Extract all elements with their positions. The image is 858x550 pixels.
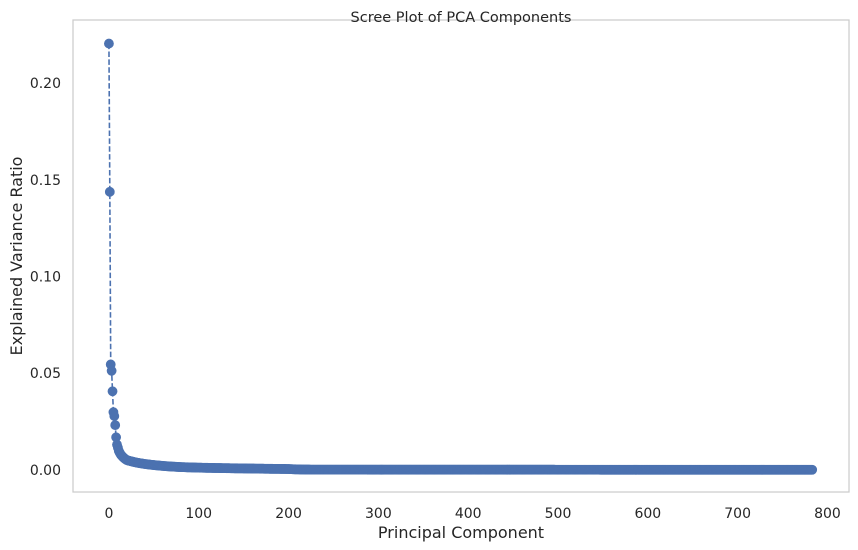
data-point (104, 186, 115, 197)
x-tick-label: 400 (455, 506, 482, 522)
x-tick-label: 700 (724, 506, 751, 522)
x-tick-label: 800 (814, 506, 841, 522)
chart-title: Scree Plot of PCA Components (351, 10, 572, 26)
y-tick-label: 0.10 (30, 269, 61, 285)
data-point (106, 365, 117, 376)
data-point (109, 411, 120, 421)
x-tick-label: 600 (634, 506, 661, 522)
y-tick-label: 0.20 (30, 76, 61, 92)
x-axis-label: Principal Component (378, 523, 544, 542)
x-tick-labels: 0 100 200 300 400 500 600 700 800 (104, 506, 840, 522)
data-point (107, 386, 118, 397)
y-tick-label: 0.15 (30, 173, 61, 189)
x-tick-label: 300 (365, 506, 392, 522)
plot-frame (72, 19, 850, 493)
data-point (110, 420, 121, 431)
y-tick-label: 0.05 (30, 366, 61, 382)
x-tick-label: 100 (185, 506, 212, 522)
x-tick-label: 0 (104, 506, 113, 522)
x-tick-label: 200 (275, 506, 302, 522)
series-layer (104, 38, 818, 475)
data-point (807, 464, 818, 475)
data-point (104, 38, 114, 49)
x-tick-label: 500 (545, 506, 572, 522)
y-tick-labels: 0.00 0.05 0.10 0.15 0.20 (30, 76, 61, 479)
y-tick-label: 0.00 (30, 463, 61, 479)
y-axis-label: Explained Variance Ratio (7, 157, 26, 356)
